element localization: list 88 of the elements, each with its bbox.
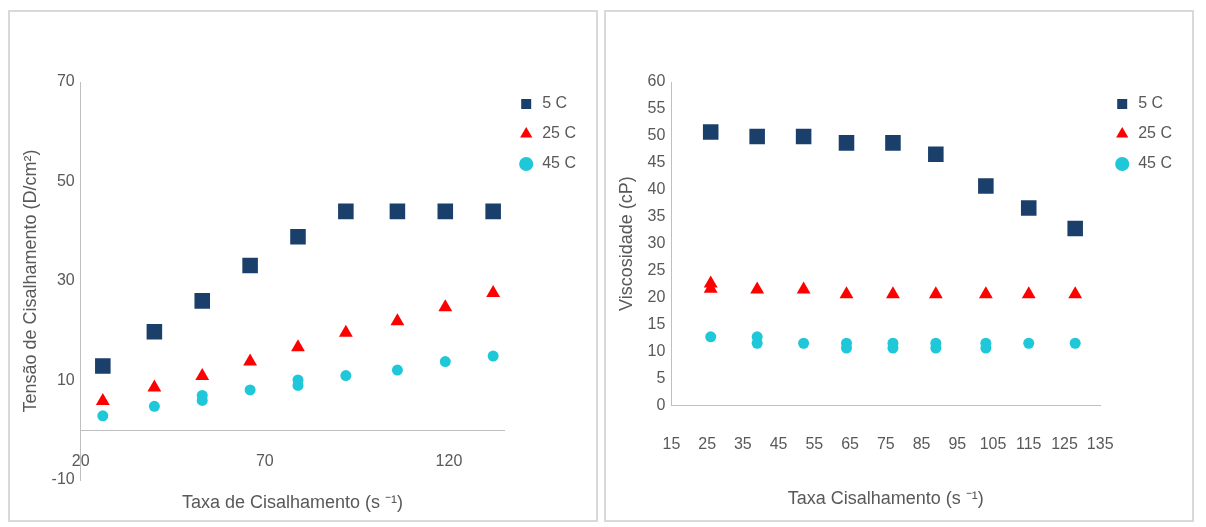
y-tick-label: 10 — [647, 341, 666, 359]
point — [1067, 220, 1083, 237]
x-tick-label: 75 — [876, 435, 895, 453]
point — [389, 203, 406, 220]
point — [243, 353, 258, 366]
point — [194, 293, 211, 309]
x-axis-title: Taxa Cisalhamento (s ⁻¹) — [787, 488, 984, 509]
x-tick-label: 125 — [1051, 435, 1078, 453]
point — [291, 339, 305, 352]
x-tick-label: 20 — [71, 452, 90, 470]
point — [1023, 337, 1035, 349]
y-tick-label: 45 — [647, 153, 666, 171]
point — [97, 410, 109, 422]
y-tick-label: 20 — [647, 287, 666, 305]
point — [487, 350, 499, 362]
y-tick-label: 0 — [656, 395, 666, 413]
point — [928, 286, 943, 299]
point — [838, 135, 855, 151]
point — [1020, 200, 1037, 216]
legend-label: 5 C — [1138, 94, 1164, 112]
point — [705, 331, 717, 343]
x-tick-label: 115 — [1015, 435, 1042, 453]
point — [242, 257, 258, 274]
y-axis-title: Viscosidade (cP) — [615, 176, 636, 311]
point — [438, 299, 453, 312]
x-axis-title: Taxa de Cisalhamento (s ⁻¹) — [181, 491, 404, 512]
y-tick-label: 15 — [647, 314, 666, 332]
y-axis-title: Tensão de Cisalhamento (D/cm²) — [19, 149, 40, 413]
point — [147, 379, 162, 392]
x-tick-label: 25 — [698, 435, 717, 453]
point — [195, 368, 210, 381]
y-tick-label: 60 — [647, 72, 666, 90]
y-tick-label: 55 — [647, 99, 666, 117]
x-tick-label: 85 — [912, 435, 931, 453]
point — [148, 400, 160, 412]
point — [95, 358, 111, 374]
point — [885, 135, 901, 151]
x-tick-label: 135 — [1086, 435, 1114, 453]
point — [390, 313, 405, 326]
point — [839, 286, 854, 299]
point — [290, 228, 306, 245]
point — [439, 356, 451, 368]
y-tick-label: 25 — [647, 260, 666, 278]
point — [749, 128, 765, 145]
point — [1021, 286, 1036, 299]
point — [928, 146, 944, 162]
y-tick-label: 35 — [647, 207, 666, 225]
x-tick-label: 120 — [435, 452, 463, 470]
y-tick-label: 70 — [56, 72, 75, 90]
y-tick-label: 40 — [647, 180, 666, 198]
point — [978, 178, 994, 194]
point — [244, 384, 256, 396]
y-tick-label: 50 — [647, 126, 666, 144]
point — [795, 128, 812, 145]
point — [886, 286, 900, 299]
point — [437, 203, 454, 220]
y-tick-label: 30 — [647, 234, 666, 252]
legend-label: 45 C — [542, 154, 576, 172]
x-tick-label: 95 — [948, 435, 967, 453]
legend-label: 5 C — [542, 94, 568, 112]
point — [1068, 286, 1083, 299]
x-tick-label: 35 — [733, 435, 752, 453]
point — [485, 203, 501, 220]
point — [798, 337, 810, 349]
point — [978, 286, 993, 299]
x-tick-label: 105 — [979, 435, 1007, 453]
point — [338, 324, 353, 337]
x-tick-label: 70 — [255, 452, 274, 470]
point — [750, 281, 765, 294]
x-tick-label: 55 — [805, 435, 824, 453]
y-tick-label: 10 — [56, 370, 75, 388]
point — [391, 364, 403, 376]
y-tick-label: -10 — [51, 470, 75, 488]
y-tick-label: 50 — [56, 171, 75, 189]
x-tick-label: 65 — [841, 435, 860, 453]
point — [338, 203, 354, 220]
legend-label: 25 C — [1138, 124, 1172, 142]
x-tick-label: 45 — [769, 435, 788, 453]
y-tick-label: 30 — [56, 271, 75, 289]
point — [702, 124, 719, 140]
legend-label: 25 C — [542, 124, 576, 142]
point — [796, 281, 811, 294]
point — [146, 323, 163, 340]
point — [95, 392, 110, 405]
point — [1069, 337, 1081, 349]
legend-label: 45 C — [1138, 154, 1172, 172]
point — [340, 370, 352, 382]
y-tick-label: 5 — [656, 368, 666, 386]
